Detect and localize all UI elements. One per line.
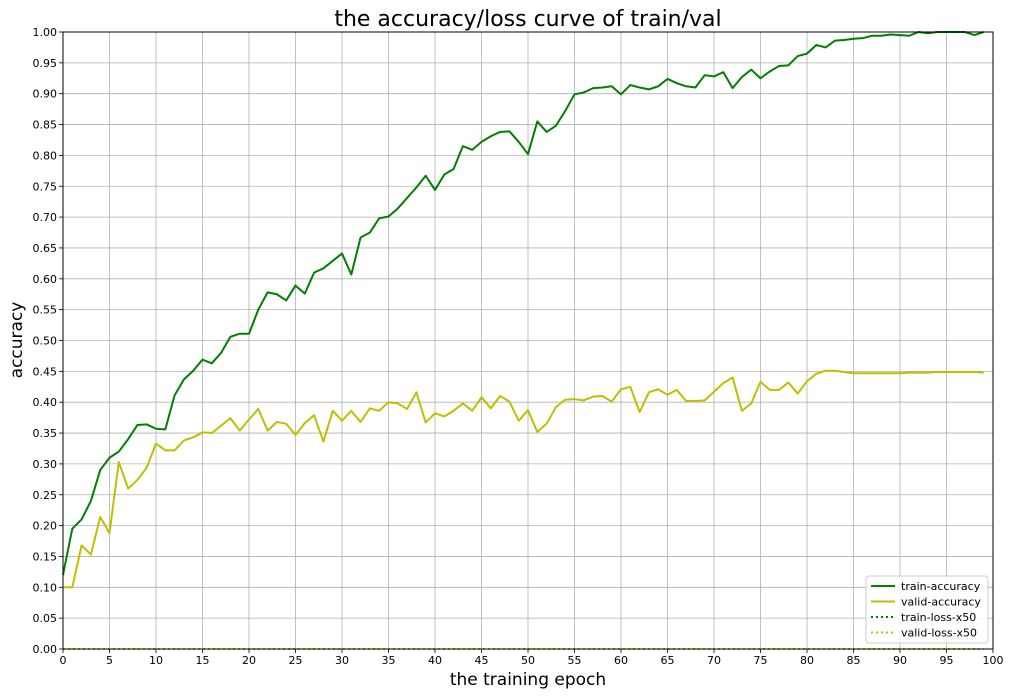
- x-tick-label: 55: [568, 654, 582, 667]
- x-tick-label: 80: [800, 654, 814, 667]
- x-tick-label: 45: [475, 654, 489, 667]
- y-tick-label: 0.20: [33, 520, 58, 533]
- y-tick-label: 0.55: [33, 304, 58, 317]
- y-tick-label: 0.25: [33, 489, 58, 502]
- x-tick-label: 35: [382, 654, 396, 667]
- y-axis-ticks: 0.00 0.05 0.10 0.15 0.20 0.25 0.30 0.35 0.40 0.45…: [33, 26, 63, 656]
- y-tick-label: 0.85: [33, 119, 58, 132]
- x-tick-label: 30: [335, 654, 349, 667]
- x-tick-label: 25: [289, 654, 303, 667]
- x-tick-label: 70: [707, 654, 721, 667]
- x-tick-label: 65: [661, 654, 675, 667]
- y-tick-label: 0.10: [33, 581, 58, 594]
- y-tick-label: 1.00: [33, 26, 58, 39]
- series-line-valid-accuracy: [63, 369, 984, 589]
- y-tick-label: 0.45: [33, 365, 58, 378]
- x-tick-label: 95: [940, 654, 954, 667]
- y-tick-label: 0.60: [33, 273, 58, 286]
- legend-label: train-loss-x50: [901, 611, 976, 624]
- y-axis-label: accuracy: [7, 302, 27, 379]
- x-tick-label: 90: [893, 654, 907, 667]
- grid: [62, 31, 994, 650]
- y-tick-label: 0.95: [33, 57, 58, 70]
- x-tick-label: 50: [521, 654, 535, 667]
- x-tick-label: 75: [754, 654, 768, 667]
- legend-box: [865, 575, 989, 644]
- series-line-train-accuracy: [62, 31, 985, 576]
- x-tick-label: 5: [106, 654, 113, 667]
- legend-label: train-accuracy: [901, 580, 981, 593]
- y-tick-label: 0.90: [33, 88, 58, 101]
- y-tick-label: 0.15: [33, 550, 58, 563]
- y-tick-label: 0.30: [33, 458, 58, 471]
- x-tick-label: 40: [428, 654, 442, 667]
- x-axis-label: the training epoch: [450, 670, 606, 690]
- y-tick-label: 0.80: [33, 149, 58, 162]
- x-tick-label: 100: [983, 654, 1004, 667]
- legend: train-accuracy valid-accuracy train-loss-x…: [865, 575, 989, 644]
- y-tick-label: 0.05: [33, 612, 58, 625]
- x-tick-label: 20: [242, 654, 256, 667]
- y-tick-label: 0.35: [33, 427, 58, 440]
- legend-label: valid-accuracy: [901, 596, 981, 609]
- y-tick-label: 0.40: [33, 396, 58, 409]
- x-axis-ticks: 0 5 10 15 20 25 30 35 40 45 50 55 60 65 70 75 80 85 90 95 10…: [60, 649, 1004, 667]
- y-tick-label: 0.75: [33, 180, 58, 193]
- chart-title: the accuracy/loss curve of train/val: [334, 7, 721, 32]
- x-tick-label: 60: [614, 654, 628, 667]
- x-tick-label: 10: [149, 654, 163, 667]
- x-tick-label: 15: [196, 654, 210, 667]
- x-tick-label: 0: [60, 654, 67, 667]
- y-tick-label: 0.50: [33, 335, 58, 348]
- y-tick-label: 0.65: [33, 242, 58, 255]
- legend-label: valid-loss-x50: [901, 627, 977, 640]
- x-tick-label: 85: [847, 654, 861, 667]
- y-tick-label: 0.70: [33, 211, 58, 224]
- y-tick-label: 0.00: [33, 643, 58, 656]
